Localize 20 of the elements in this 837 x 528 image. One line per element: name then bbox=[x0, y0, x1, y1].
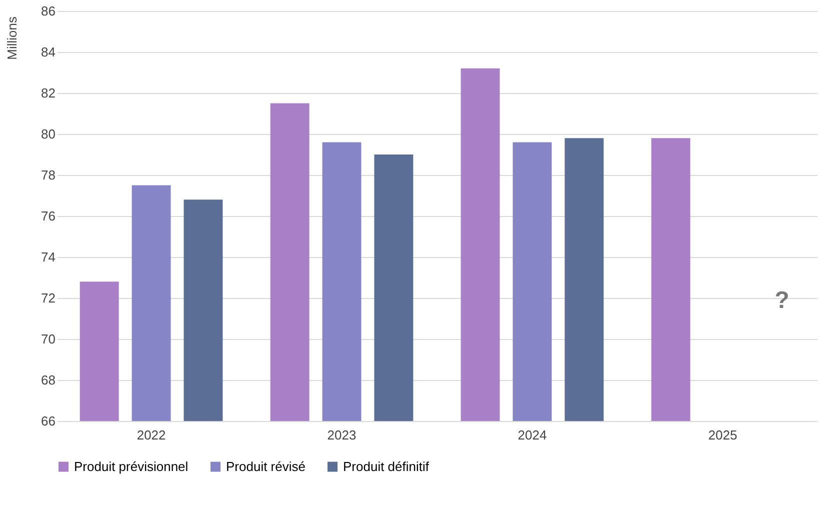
y-tick-label: 80 bbox=[41, 126, 56, 142]
x-tick-label: 2025 bbox=[708, 428, 738, 442]
y-tick-label: 66 bbox=[41, 414, 56, 428]
legend-label: Produit prévisionnel bbox=[74, 458, 188, 474]
x-tick-label: 2024 bbox=[518, 428, 547, 442]
y-tick-label: 74 bbox=[41, 250, 56, 264]
y-tick-label: 72 bbox=[41, 290, 56, 306]
y-tick-label: 78 bbox=[41, 168, 56, 182]
legend-label: Produit révisé bbox=[226, 458, 306, 474]
legend-label: Produit définitif bbox=[343, 458, 430, 474]
y-tick-label: 70 bbox=[41, 332, 56, 346]
annotation: ? bbox=[774, 287, 790, 314]
y-tick-label: 86 bbox=[41, 4, 56, 18]
y-tick-label: 76 bbox=[41, 208, 56, 224]
y-axis-title: Millions bbox=[4, 16, 20, 60]
y-tick-label: 68 bbox=[41, 372, 56, 388]
y-tick-label: 82 bbox=[41, 86, 56, 100]
x-tick-label: 2023 bbox=[327, 428, 356, 442]
x-tick-label: 2022 bbox=[136, 428, 166, 442]
y-tick-label: 84 bbox=[41, 44, 56, 60]
